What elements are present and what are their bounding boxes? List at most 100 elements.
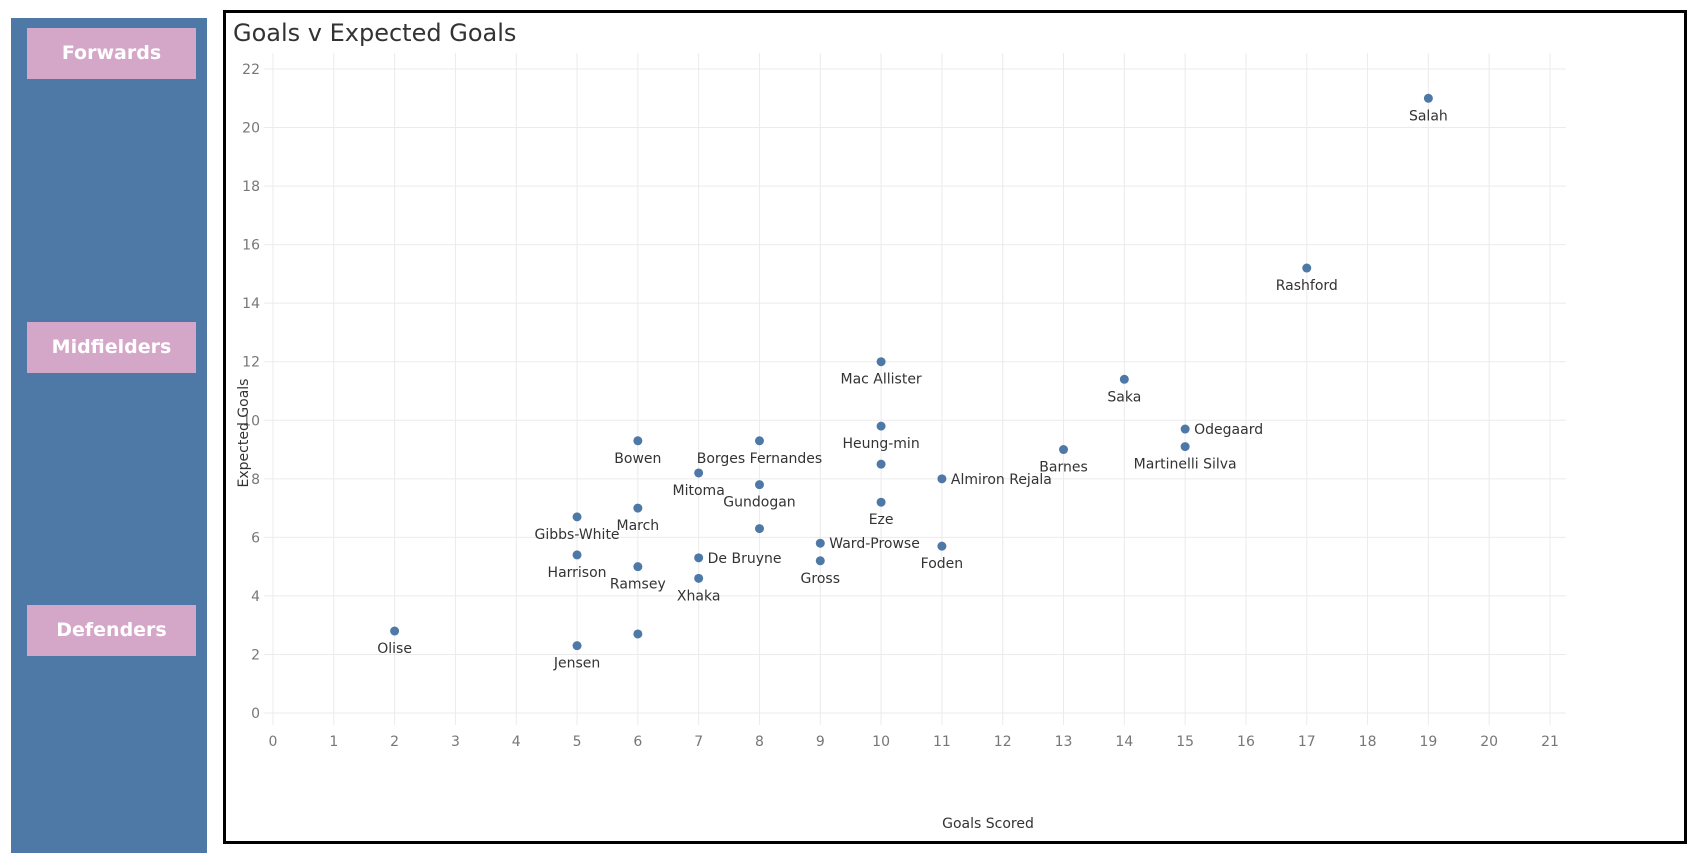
data-point	[937, 541, 947, 551]
data-point	[1423, 93, 1433, 103]
y-tick-label: 8	[251, 472, 260, 488]
data-point	[633, 562, 643, 572]
x-tick-label: 11	[933, 734, 951, 750]
data-point	[694, 468, 704, 478]
point-label: Gundogan	[723, 495, 795, 511]
point-label: March	[617, 518, 660, 534]
point-label: Olise	[377, 641, 412, 657]
data-point	[1180, 424, 1190, 434]
x-tick-label: 10	[872, 734, 890, 750]
point-label: Odegaard	[1194, 422, 1263, 438]
data-point	[876, 421, 886, 431]
data-point	[633, 436, 643, 446]
point-label: Foden	[921, 556, 964, 572]
x-tick-label: 20	[1480, 734, 1498, 750]
x-tick-label: 9	[816, 734, 825, 750]
point-label: Rashford	[1276, 278, 1338, 294]
x-tick-label: 21	[1541, 734, 1559, 750]
point-label: Borges Fernandes	[697, 451, 822, 467]
y-tick-label: 20	[242, 121, 260, 137]
y-tick-label: 12	[242, 355, 260, 371]
data-point	[633, 503, 643, 513]
x-tick-label: 2	[390, 734, 399, 750]
point-label: Mac Allister	[840, 372, 921, 388]
data-point	[754, 436, 764, 446]
y-tick-label: 18	[242, 179, 260, 195]
y-tick-label: 6	[251, 530, 260, 546]
data-point	[633, 629, 643, 639]
data-point	[1180, 442, 1190, 452]
x-tick-label: 16	[1237, 734, 1255, 750]
x-tick-label: 18	[1359, 734, 1377, 750]
data-points	[390, 93, 1433, 651]
data-point	[876, 357, 886, 367]
y-axis-ticks: 0 2 4 6 8 10 12 14 16 18 20 22	[242, 62, 260, 722]
x-axis-title: Goals Scored	[942, 816, 1034, 832]
data-point	[937, 474, 947, 484]
chart-panel: Goals v Expected Goals 0 2 4 6 8 10 12 14 16 18 20…	[223, 10, 1687, 844]
point-label: Bowen	[614, 451, 661, 467]
y-tick-label: 0	[251, 706, 260, 722]
x-tick-label: 12	[994, 734, 1012, 750]
y-tick-label: 10	[242, 413, 260, 429]
point-label: Eze	[869, 512, 894, 528]
point-label: Saka	[1107, 389, 1141, 405]
point-label: Martinelli Silva	[1134, 457, 1237, 473]
data-point	[754, 480, 764, 490]
x-tick-label: 1	[329, 734, 338, 750]
x-axis-ticks: 0 1 2 3 4 5 6 7 8 9 10 11 12 13 14 15 16 17 18 19 20 21	[269, 734, 1559, 750]
point-label: Salah	[1409, 108, 1448, 124]
point-label: Ward-Prowse	[829, 536, 920, 552]
data-point	[390, 626, 400, 636]
point-label: Ramsey	[610, 577, 666, 593]
chart-title: Goals v Expected Goals	[233, 19, 517, 47]
x-tick-label: 3	[451, 734, 460, 750]
point-labels: Salah Rashford Mac Allister Saka Odegaard Heu…	[377, 108, 1448, 671]
point-label: Mitoma	[673, 483, 725, 499]
sidebar: Forwards Midfielders Defenders	[11, 18, 207, 853]
x-tick-label: 6	[633, 734, 642, 750]
x-tick-label: 7	[694, 734, 703, 750]
point-label: Gibbs-White	[535, 527, 620, 543]
point-label: Harrison	[548, 565, 607, 581]
point-label: Almiron Rejala	[951, 472, 1052, 488]
y-tick-label: 22	[242, 62, 260, 78]
data-point	[694, 553, 704, 563]
midfielders-button[interactable]: Midfielders	[27, 322, 196, 373]
y-tick-label: 14	[242, 296, 260, 312]
data-point	[572, 512, 582, 522]
x-tick-label: 19	[1419, 734, 1437, 750]
x-tick-label: 4	[512, 734, 521, 750]
grid-lines	[264, 53, 1566, 725]
point-label: Jensen	[553, 656, 600, 672]
point-label: Heung-min	[842, 436, 919, 452]
data-point	[876, 497, 886, 507]
forwards-button[interactable]: Forwards	[27, 28, 196, 79]
y-tick-label: 2	[251, 647, 260, 663]
defenders-button[interactable]: Defenders	[27, 605, 196, 656]
data-point	[1059, 445, 1069, 455]
x-tick-label: 15	[1176, 734, 1194, 750]
y-tick-label: 4	[251, 589, 260, 605]
x-tick-label: 8	[755, 734, 764, 750]
data-point	[815, 538, 825, 548]
data-point	[694, 573, 704, 583]
x-tick-label: 5	[573, 734, 582, 750]
point-label: Gross	[801, 571, 840, 587]
y-tick-label: 16	[242, 238, 260, 254]
data-point	[754, 524, 764, 534]
point-label: De Bruyne	[708, 551, 782, 567]
x-tick-label: 17	[1298, 734, 1316, 750]
y-axis-title: Expected Goals	[236, 379, 252, 488]
x-tick-label: 14	[1115, 734, 1133, 750]
point-label: Barnes	[1039, 460, 1087, 476]
x-tick-label: 0	[269, 734, 278, 750]
x-tick-label: 13	[1055, 734, 1073, 750]
data-point	[876, 459, 886, 469]
data-point	[815, 556, 825, 566]
data-point	[1119, 374, 1129, 384]
point-label: Xhaka	[677, 588, 720, 604]
data-point	[1302, 263, 1312, 273]
data-point	[572, 550, 582, 560]
